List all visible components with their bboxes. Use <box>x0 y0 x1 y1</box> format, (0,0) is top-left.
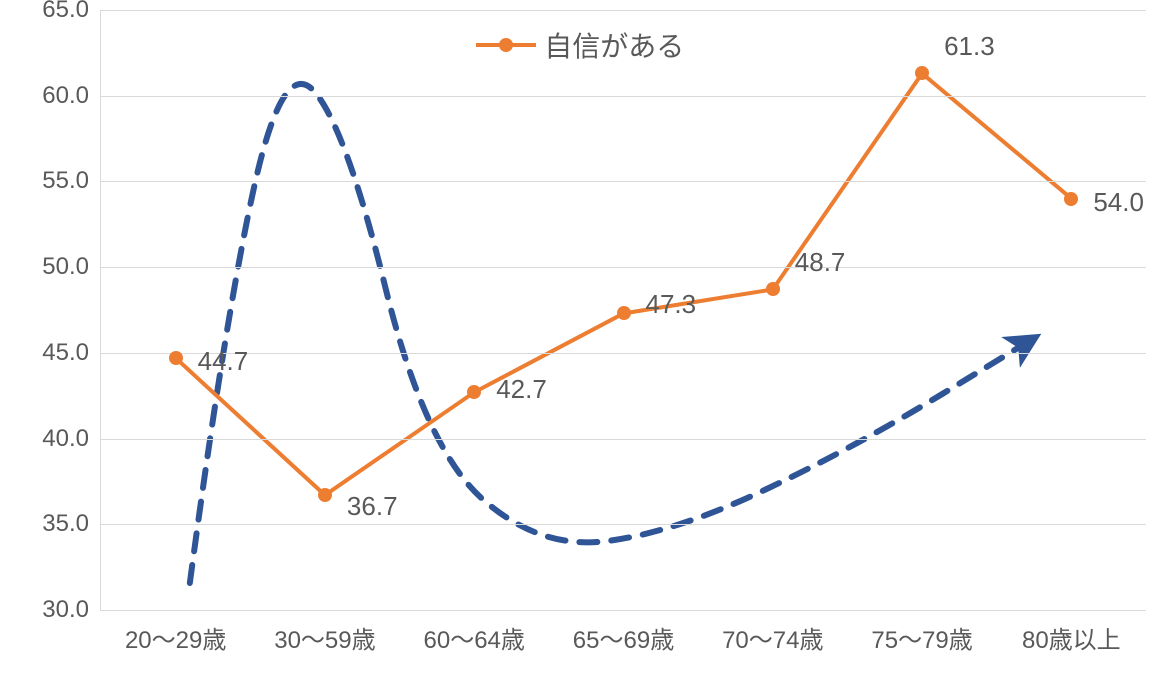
x-axis-tick-label: 20～29歳 <box>125 610 226 655</box>
x-axis-tick-label: 70～74歳 <box>722 610 823 655</box>
data-point <box>617 306 631 320</box>
y-axis-tick-label: 35.0 <box>42 510 101 538</box>
data-point <box>766 282 780 296</box>
gridline <box>101 10 1146 11</box>
series-line <box>176 73 1072 495</box>
x-axis-tick-label: 30～59歳 <box>274 610 375 655</box>
y-axis-tick-label: 45.0 <box>42 339 101 367</box>
data-point <box>467 385 481 399</box>
data-point <box>1064 192 1078 206</box>
y-axis-tick-label: 40.0 <box>42 425 101 453</box>
legend-line-icon <box>476 43 536 47</box>
legend: 自信がある <box>476 25 684 65</box>
data-point <box>318 488 332 502</box>
x-axis-tick-label: 60～64歳 <box>424 610 525 655</box>
gridline <box>101 96 1146 97</box>
data-label: 48.7 <box>795 247 846 278</box>
gridline <box>101 524 1146 525</box>
gridline <box>101 267 1146 268</box>
x-axis-tick-label: 80歳以上 <box>1022 610 1121 655</box>
gridline <box>101 181 1146 182</box>
y-axis-tick-label: 65.0 <box>42 0 101 24</box>
data-label: 36.7 <box>347 491 398 522</box>
data-label: 47.3 <box>646 289 697 320</box>
data-point <box>915 66 929 80</box>
gridline <box>101 439 1146 440</box>
legend-label: 自信がある <box>544 25 684 65</box>
x-axis-tick-label: 65～69歳 <box>573 610 674 655</box>
data-label: 61.3 <box>944 31 995 62</box>
trend-curve <box>190 84 1031 583</box>
y-axis-tick-label: 50.0 <box>42 253 101 281</box>
y-axis-tick-label: 30.0 <box>42 596 101 624</box>
data-point <box>169 351 183 365</box>
y-axis-tick-label: 55.0 <box>42 167 101 195</box>
data-label: 44.7 <box>198 346 249 377</box>
data-label: 54.0 <box>1093 187 1144 218</box>
y-axis-tick-label: 60.0 <box>42 82 101 110</box>
gridline <box>101 353 1146 354</box>
x-axis-tick-label: 75～79歳 <box>871 610 972 655</box>
data-label: 42.7 <box>496 374 547 405</box>
plot-area: 30.035.040.045.050.055.060.065.020～29歳30… <box>100 10 1146 611</box>
chart-root: 30.0 35.0 40.0 45.0 50.0 55.0 60.0 65.0 20～29歳 30… <box>0 0 1160 677</box>
